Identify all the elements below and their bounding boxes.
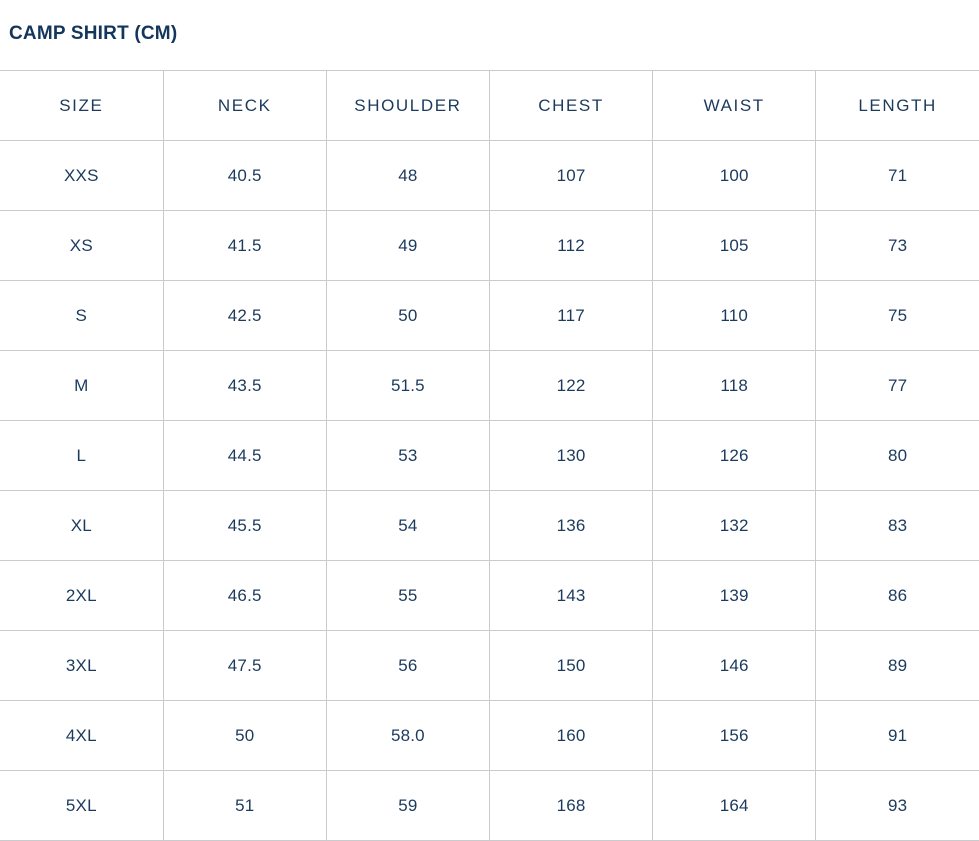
table-row: M 43.5 51.5 122 118 77 <box>0 350 979 421</box>
cell-chest: 160 <box>489 700 654 771</box>
cell-length: 83 <box>815 490 979 561</box>
table-header-row: SIZE NECK SHOULDER CHEST WAIST LENGTH <box>0 70 979 141</box>
cell-shoulder: 48 <box>326 140 490 211</box>
cell-shoulder: 58.0 <box>326 700 490 771</box>
cell-waist: 110 <box>652 280 817 351</box>
cell-neck: 47.5 <box>163 630 327 701</box>
cell-length: 80 <box>815 420 979 491</box>
cell-size: XS <box>0 210 164 281</box>
cell-waist: 105 <box>652 210 817 281</box>
cell-shoulder: 55 <box>326 560 490 631</box>
cell-shoulder: 53 <box>326 420 490 491</box>
column-header-shoulder: SHOULDER <box>326 70 490 141</box>
cell-chest: 143 <box>489 560 654 631</box>
cell-neck: 50 <box>163 700 327 771</box>
cell-chest: 117 <box>489 280 654 351</box>
table-row: 3XL 47.5 56 150 146 89 <box>0 630 979 701</box>
cell-shoulder: 54 <box>326 490 490 561</box>
cell-size: XL <box>0 490 164 561</box>
cell-waist: 164 <box>652 770 817 841</box>
table-row: XXS 40.5 48 107 100 71 <box>0 140 979 211</box>
cell-waist: 156 <box>652 700 817 771</box>
cell-length: 73 <box>815 210 979 281</box>
cell-size: XXS <box>0 140 164 211</box>
cell-waist: 100 <box>652 140 817 211</box>
cell-chest: 130 <box>489 420 654 491</box>
column-header-size: SIZE <box>0 70 164 141</box>
cell-shoulder: 59 <box>326 770 490 841</box>
cell-size: 4XL <box>0 700 164 771</box>
cell-waist: 132 <box>652 490 817 561</box>
cell-shoulder: 51.5 <box>326 350 490 421</box>
cell-neck: 41.5 <box>163 210 327 281</box>
cell-length: 91 <box>815 700 979 771</box>
page-title: CAMP SHIRT (CM) <box>9 23 178 44</box>
cell-chest: 136 <box>489 490 654 561</box>
cell-chest: 122 <box>489 350 654 421</box>
cell-neck: 43.5 <box>163 350 327 421</box>
table-row: 2XL 46.5 55 143 139 86 <box>0 560 979 631</box>
cell-chest: 107 <box>489 140 654 211</box>
cell-neck: 45.5 <box>163 490 327 561</box>
cell-length: 75 <box>815 280 979 351</box>
cell-shoulder: 49 <box>326 210 490 281</box>
cell-chest: 168 <box>489 770 654 841</box>
cell-neck: 46.5 <box>163 560 327 631</box>
table-row: 5XL 51 59 168 164 93 <box>0 770 979 841</box>
cell-shoulder: 56 <box>326 630 490 701</box>
cell-size: 2XL <box>0 560 164 631</box>
column-header-neck: NECK <box>163 70 327 141</box>
cell-waist: 139 <box>652 560 817 631</box>
cell-neck: 51 <box>163 770 327 841</box>
cell-neck: 40.5 <box>163 140 327 211</box>
cell-size: M <box>0 350 164 421</box>
cell-length: 93 <box>815 770 979 841</box>
cell-chest: 150 <box>489 630 654 701</box>
size-chart-table: SIZE NECK SHOULDER CHEST WAIST LENGTH XX… <box>0 70 979 841</box>
cell-waist: 118 <box>652 350 817 421</box>
cell-waist: 146 <box>652 630 817 701</box>
cell-waist: 126 <box>652 420 817 491</box>
cell-size: 5XL <box>0 770 164 841</box>
cell-size: S <box>0 280 164 351</box>
column-header-chest: CHEST <box>489 70 654 141</box>
table-row: XL 45.5 54 136 132 83 <box>0 490 979 561</box>
cell-size: 3XL <box>0 630 164 701</box>
column-header-waist: WAIST <box>652 70 817 141</box>
table-row: S 42.5 50 117 110 75 <box>0 280 979 351</box>
table-row: L 44.5 53 130 126 80 <box>0 420 979 491</box>
cell-length: 77 <box>815 350 979 421</box>
table-row: 4XL 50 58.0 160 156 91 <box>0 700 979 771</box>
cell-length: 71 <box>815 140 979 211</box>
table-row: XS 41.5 49 112 105 73 <box>0 210 979 281</box>
cell-neck: 44.5 <box>163 420 327 491</box>
cell-length: 86 <box>815 560 979 631</box>
column-header-length: LENGTH <box>815 70 979 141</box>
cell-shoulder: 50 <box>326 280 490 351</box>
cell-neck: 42.5 <box>163 280 327 351</box>
cell-length: 89 <box>815 630 979 701</box>
cell-chest: 112 <box>489 210 654 281</box>
cell-size: L <box>0 420 164 491</box>
